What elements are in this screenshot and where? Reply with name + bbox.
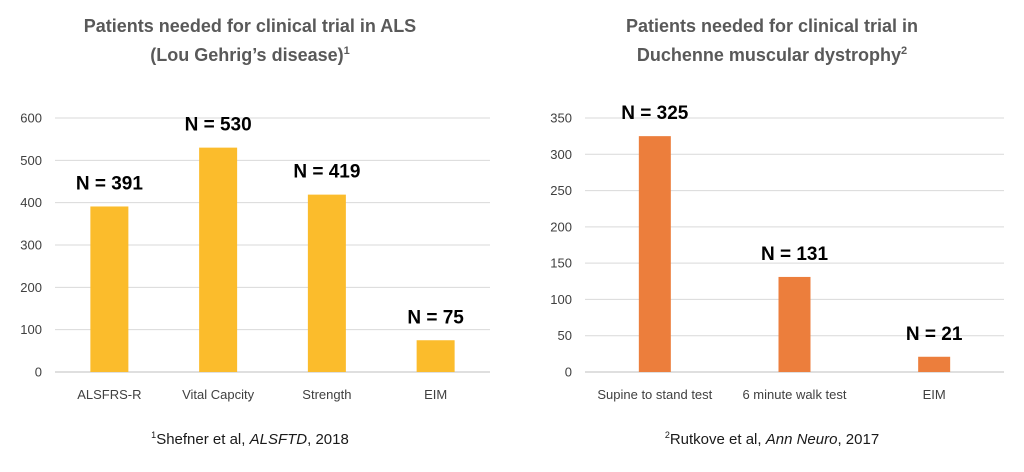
als-data-label-2: N = 530: [185, 115, 252, 136]
dmd-chart-title: Patients needed for clinical trial in Du…: [520, 14, 1024, 68]
als-title-sup: 1: [343, 45, 350, 57]
dmd-bar-3: [918, 356, 951, 372]
dmd-x-tick-label-1: Supine to stand test: [597, 387, 712, 402]
als-bar-3: [307, 194, 346, 372]
als-data-label-3: N = 419: [293, 162, 360, 183]
als-footnote-sup: 1: [151, 430, 157, 440]
dmd-title-line2: Duchenne muscular dystrophy: [636, 45, 901, 65]
als-chart-title: Patients needed for clinical trial in AL…: [0, 14, 500, 68]
dmd-y-tick-label: 100: [550, 292, 572, 307]
dmd-bar-2: [778, 276, 811, 372]
dmd-footnote-journal: Ann Neuro: [765, 431, 838, 448]
als-y-tick-label: 400: [20, 195, 42, 210]
als-footnote: 1Shefner et al, ALSFTD, 2018: [0, 430, 500, 448]
dmd-bar-chart: 0 50 100 150 200 250 300 350 N = 325 Supine to st…: [550, 103, 1004, 402]
als-footnote-journal: ALSFTD: [249, 431, 308, 448]
dmd-y-tick-label: 300: [550, 147, 572, 162]
als-y-tick-label: 500: [20, 153, 42, 168]
als-x-tick-label-2: Vital Capcity: [182, 387, 255, 402]
als-bar-chart: 0 100 200 300 400 500 600 N = 391 ALSFRS-R N = 53…: [20, 111, 490, 402]
als-y-tick-label: 200: [20, 280, 42, 295]
als-title-line1: Patients needed for clinical trial in AL…: [83, 16, 417, 36]
als-y-tick-label: 300: [20, 238, 42, 253]
dmd-y-tick-label: 200: [550, 219, 572, 234]
dmd-x-tick-label-3: EIM: [923, 387, 946, 402]
dmd-y-tick-label: 250: [550, 183, 572, 198]
dmd-footnote-authors: Rutkove et al,: [669, 431, 766, 448]
als-bar-4: [416, 340, 455, 372]
dmd-data-label-2: N = 131: [761, 244, 829, 265]
als-footnote-year: , 2018: [307, 431, 349, 448]
als-data-label-4: N = 75: [407, 307, 464, 328]
dmd-data-label-3: N = 21: [906, 324, 963, 345]
dmd-chart-panel: Patients needed for clinical trial in Du…: [520, 0, 1024, 472]
dmd-data-label-1: N = 325: [621, 103, 689, 124]
als-x-tick-label-3: Strength: [302, 387, 351, 402]
als-footnote-authors: Shefner et al,: [156, 431, 250, 448]
als-y-tick-label: 0: [35, 365, 42, 380]
als-data-label-1: N = 391: [76, 173, 144, 194]
dmd-title-line1: Patients needed for clinical trial in: [625, 16, 919, 36]
dmd-title-sup: 2: [900, 45, 908, 57]
dmd-y-tick-label: 0: [565, 365, 572, 380]
als-y-tick-label: 100: [20, 322, 42, 337]
als-x-tick-label-4: EIM: [424, 387, 447, 402]
als-x-tick-label-1: ALSFRS-R: [77, 387, 141, 402]
dmd-x-tick-label-2: 6 minute walk test: [742, 387, 846, 402]
als-bar-2: [199, 147, 238, 372]
dmd-footnote-year: , 2017: [837, 431, 880, 448]
dmd-y-tick-label: 50: [558, 328, 572, 343]
als-y-tick-label: 600: [20, 111, 42, 126]
als-chart-panel: Patients needed for clinical trial in AL…: [0, 0, 500, 472]
dmd-footnote-sup: 2: [664, 430, 670, 440]
dmd-y-tick-label: 150: [550, 256, 572, 271]
dmd-footnote: 2Rutkove et al, Ann Neuro, 2017: [520, 430, 1024, 448]
als-bar-1: [90, 206, 129, 372]
dmd-bar-1: [638, 136, 671, 372]
dmd-y-tick-label: 350: [550, 111, 572, 126]
als-title-line2: (Lou Gehrig’s disease): [150, 45, 344, 65]
